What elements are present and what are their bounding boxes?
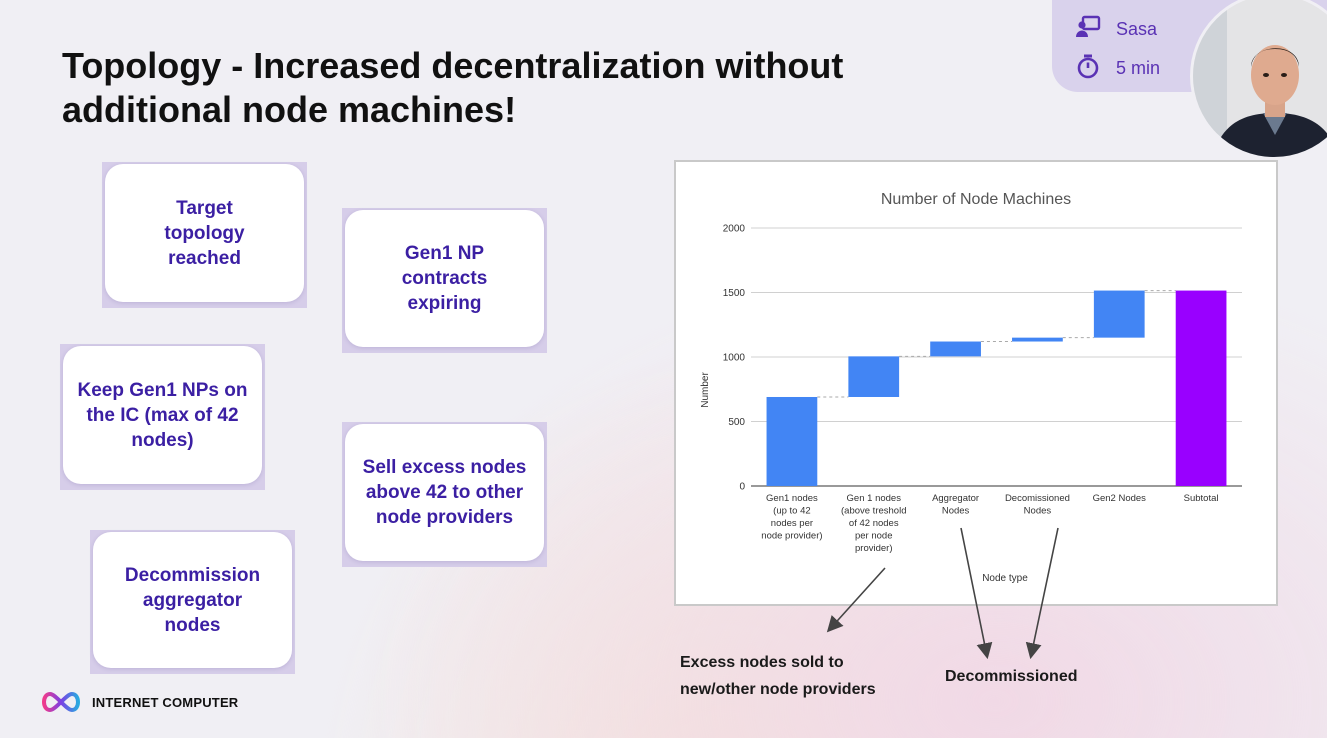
annotation-decommissioned: Decommissioned	[945, 668, 1078, 685]
presenter-icon	[1074, 13, 1102, 46]
x-axis-label: Node type	[982, 573, 1028, 584]
presenter-row: Sasa	[1074, 13, 1157, 46]
bar-subtotal	[1175, 290, 1227, 486]
card-text: Decommission aggregator nodes	[124, 564, 261, 636]
presenter-name: Sasa	[1116, 19, 1158, 39]
card-decommission: Decommission aggregator nodes	[93, 532, 292, 668]
y-tick-label: 500	[728, 417, 745, 428]
bar-increase	[930, 341, 981, 357]
card-sell-excess: Sell excess nodes above 42 to other node…	[345, 424, 544, 561]
arrow-aggregator	[960, 527, 993, 660]
duration-row: 5 min	[1074, 52, 1160, 85]
bar-increase	[848, 356, 900, 397]
bar-increase	[1012, 337, 1063, 342]
y-tick-label: 0	[739, 482, 745, 493]
chart-canvas: Number of Node Machines Number Node type…	[700, 191, 1242, 584]
x-tick-label: Subtotal	[1184, 493, 1219, 504]
infinity-logo-icon	[42, 691, 80, 713]
internet-computer-logo: INTERNET COMPUTER	[38, 690, 238, 714]
card-text: Gen1 NP contracts expiring	[401, 243, 488, 314]
logo-text: INTERNET COMPUTER	[92, 694, 239, 710]
chart-title: Number of Node Machines	[881, 191, 1071, 208]
card-target-topology: Target topology reached	[105, 164, 304, 302]
x-tick-label: Gen1 nodes (up to 42 nodes per node provide…	[761, 493, 822, 542]
arrow-excess	[826, 567, 886, 633]
card-text: Sell excess nodes above 42 to other node…	[362, 457, 527, 528]
y-axis-label: Number	[700, 372, 711, 408]
waterfall-chart: Number of Node Machines Number Node type…	[674, 160, 1278, 606]
x-tick-label: Gen2 Nodes	[1093, 493, 1147, 504]
bar-increase	[1093, 290, 1145, 338]
bar-increase	[766, 396, 818, 486]
card-keep-gen1: Keep Gen1 NPs on the IC (max of 42 nodes…	[63, 346, 262, 484]
y-tick-label: 1500	[723, 288, 746, 299]
x-tick-label: Aggregator Nodes	[932, 493, 979, 517]
y-tick-label: 1000	[723, 353, 746, 364]
timer-icon	[1074, 52, 1102, 85]
card-text: Keep Gen1 NPs on the IC (max of 42 nodes…	[77, 379, 248, 451]
duration-label: 5 min	[1116, 58, 1161, 78]
annotation-excess: Excess nodes sold to new/other node prov…	[680, 654, 876, 698]
card-text: Target topology reached	[164, 197, 245, 269]
arrow-decommissioned	[1025, 527, 1059, 660]
x-tick-label: Decomissioned Nodes	[1005, 493, 1070, 517]
slide-title: Topology - Increased decentralization wi…	[62, 45, 844, 130]
y-tick-label: 2000	[723, 224, 746, 235]
card-contracts-expiring: Gen1 NP contracts expiring	[345, 210, 544, 347]
x-tick-label: Gen 1 nodes (above treshold of 42 nodes per…	[841, 493, 906, 554]
presenter-webcam	[1190, 0, 1327, 160]
